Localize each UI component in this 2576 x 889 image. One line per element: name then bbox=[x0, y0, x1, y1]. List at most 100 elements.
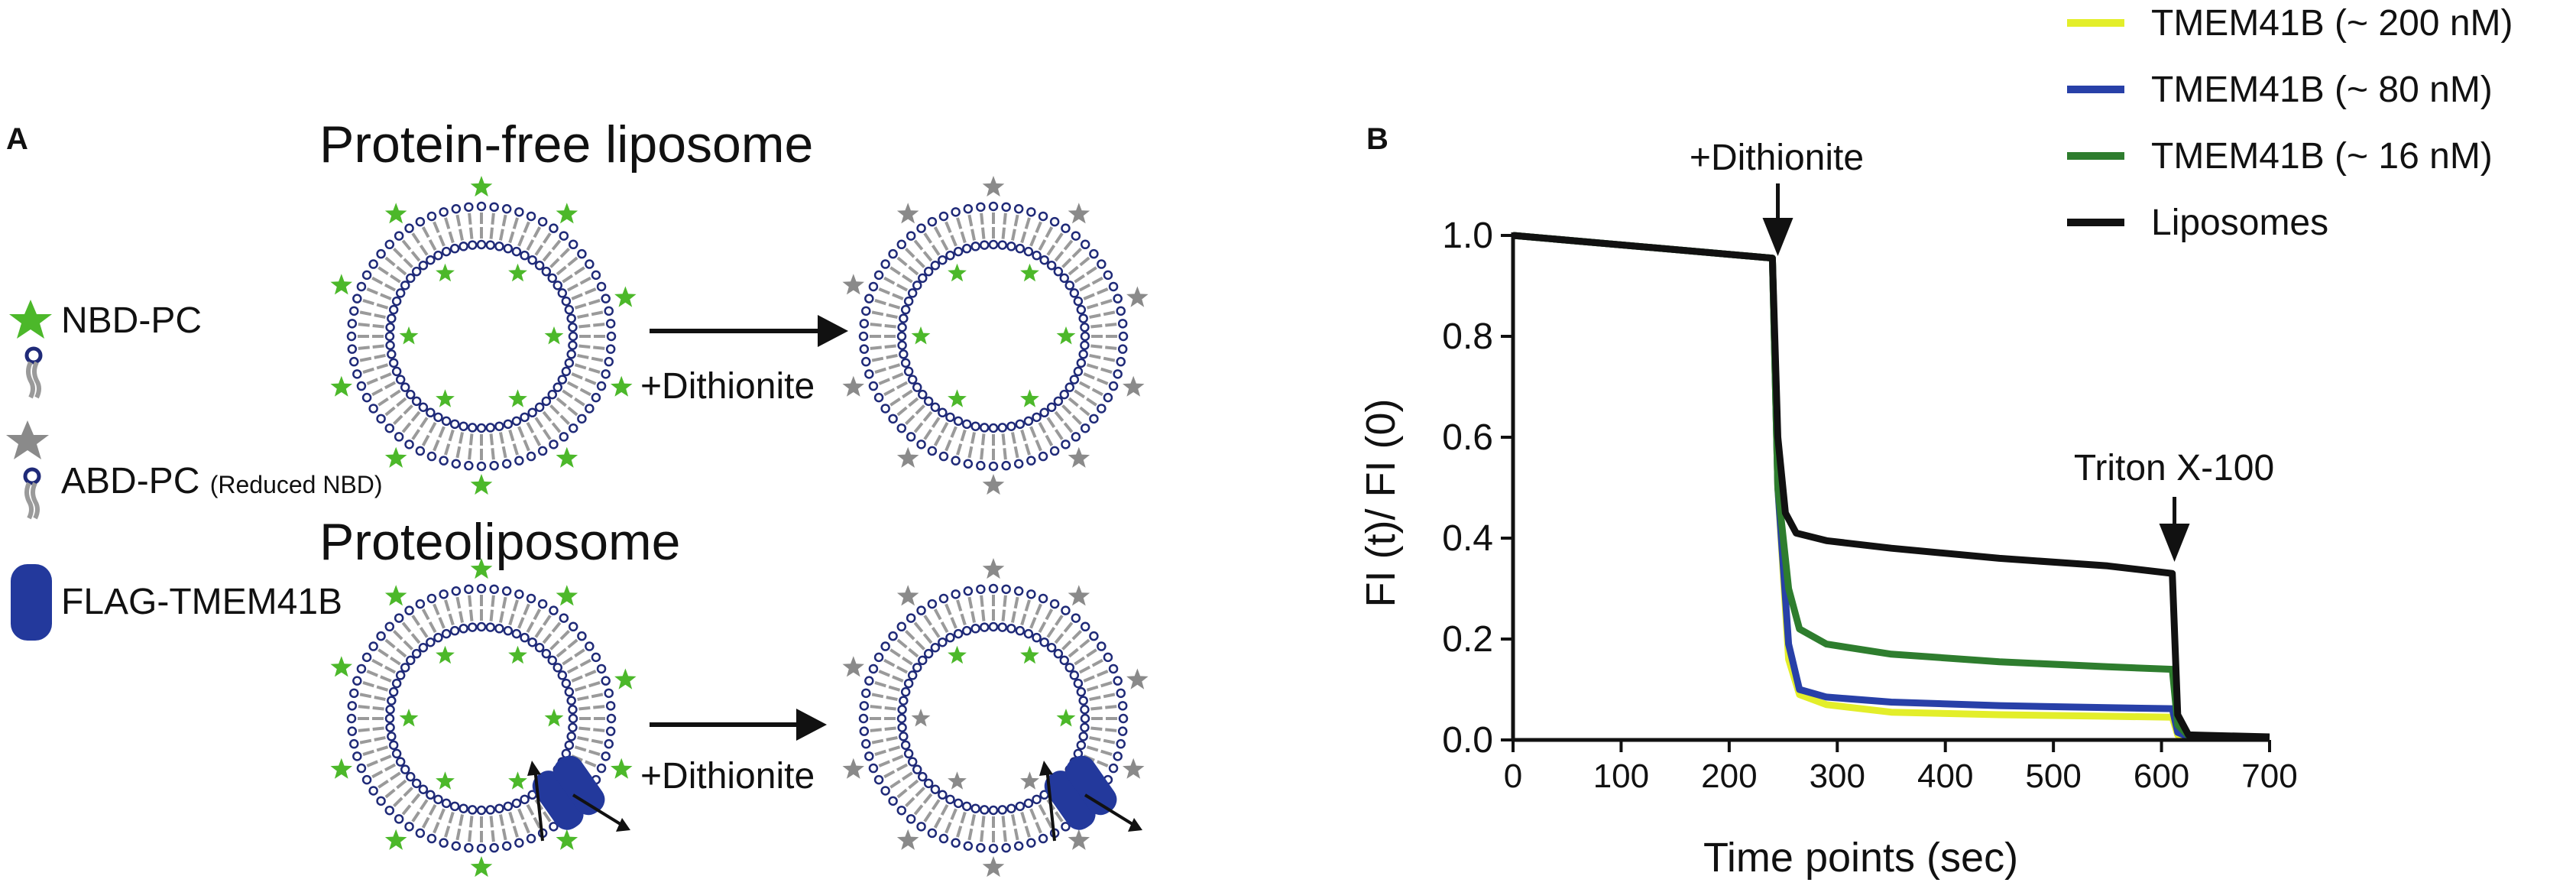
legend-abd-name: ABD-PC bbox=[61, 461, 200, 501]
x-tick-label: 200 bbox=[1701, 758, 1757, 795]
y-tick-label: 0.8 bbox=[1442, 316, 1493, 357]
proteoliposome-before bbox=[330, 558, 637, 878]
legend-entry: TMEM41B (~ 200 nM) bbox=[2151, 3, 2513, 44]
tmem41b-protein bbox=[532, 755, 605, 830]
y-axis-label: FI (t)/ FI (0) bbox=[1358, 399, 1404, 608]
lipid-star bbox=[1020, 771, 1039, 790]
lipid-star bbox=[948, 645, 967, 664]
series-line-liposomes bbox=[1512, 232, 2270, 741]
y-tick-label: 0.4 bbox=[1442, 518, 1493, 559]
lipid-star bbox=[384, 829, 407, 850]
lipid-star bbox=[1068, 829, 1090, 850]
lipid-star bbox=[436, 645, 455, 664]
lipid-star bbox=[842, 656, 864, 677]
triton-annotation: Triton X-100 bbox=[2074, 448, 2274, 488]
lipid-star bbox=[948, 389, 967, 407]
legend-flag-label: FLAG-TMEM41B bbox=[61, 582, 343, 622]
legend-flag-tmem41b-icon bbox=[11, 564, 52, 641]
lipid-star bbox=[982, 558, 1005, 579]
lipid-star bbox=[911, 326, 931, 345]
legend-abd-icon bbox=[6, 420, 49, 520]
lipid-star bbox=[614, 668, 637, 689]
liposome-protein-free-after bbox=[842, 176, 1149, 495]
lipid-star bbox=[611, 758, 633, 779]
lipid-star bbox=[1068, 203, 1090, 224]
lipid-star bbox=[556, 203, 578, 224]
lipid-star bbox=[1068, 585, 1090, 606]
lipid-star bbox=[842, 375, 864, 397]
lipid-star bbox=[436, 771, 455, 790]
lipid-star bbox=[384, 203, 407, 224]
x-tick-label: 600 bbox=[2134, 758, 2189, 795]
lipid-star bbox=[544, 326, 564, 345]
lipid-star bbox=[330, 656, 352, 677]
lipid-star bbox=[1123, 375, 1145, 397]
lipid-star bbox=[948, 263, 967, 282]
legend-nbd-icon bbox=[9, 300, 52, 399]
lipid-star bbox=[1020, 263, 1039, 282]
lipid-star bbox=[508, 771, 527, 790]
dithionite-arrow-top bbox=[650, 315, 848, 347]
legend-abd-note: (Reduced NBD) bbox=[209, 471, 383, 498]
series-line-tmem41b-16-nm- bbox=[1512, 232, 2270, 741]
lipid-star bbox=[896, 203, 919, 224]
lipid-star bbox=[896, 585, 919, 606]
lipid-star bbox=[611, 375, 633, 397]
lipid-star bbox=[399, 709, 419, 727]
liposome-protein-free-before bbox=[330, 176, 637, 495]
lipid-star bbox=[948, 771, 967, 790]
lipid-star bbox=[556, 585, 578, 606]
legend-abd-label: ABD-PC (Reduced NBD) bbox=[61, 460, 383, 502]
y-tick-label: 1.0 bbox=[1442, 216, 1493, 256]
panel-b-letter: B bbox=[1366, 122, 1388, 156]
abd-star-icon bbox=[6, 420, 49, 459]
lipid-star bbox=[982, 474, 1005, 495]
arrow-label-bottom: +Dithionite bbox=[640, 756, 815, 797]
proteoliposome-title: Proteoliposome bbox=[319, 513, 681, 571]
lipid-star bbox=[842, 758, 864, 779]
y-tick-label: 0.0 bbox=[1442, 720, 1493, 761]
panel-a-letter: A bbox=[6, 122, 28, 156]
lipid-star bbox=[1020, 645, 1039, 664]
lipid-star bbox=[384, 585, 407, 606]
lipid-star bbox=[911, 709, 931, 727]
lipid-star bbox=[614, 286, 637, 307]
lipid-star bbox=[544, 709, 564, 727]
lipid-star bbox=[508, 645, 527, 664]
lipid-star bbox=[330, 375, 352, 397]
lipid-star bbox=[1068, 446, 1090, 468]
lipid-star bbox=[330, 758, 352, 779]
lipid-star bbox=[1020, 389, 1039, 407]
lipid-star bbox=[1056, 709, 1076, 727]
x-tick-label: 500 bbox=[2025, 758, 2081, 795]
lipid-star bbox=[436, 263, 455, 282]
legend-entry: Liposomes bbox=[2151, 203, 2328, 243]
lipid-star bbox=[384, 446, 407, 468]
lipid-star bbox=[982, 176, 1005, 197]
lipid-star bbox=[436, 389, 455, 407]
arrow-label-top: +Dithionite bbox=[640, 366, 815, 407]
protein-free-liposome-title: Protein-free liposome bbox=[319, 115, 814, 174]
lipid-star bbox=[470, 856, 493, 878]
lipid-star bbox=[399, 326, 419, 345]
x-tick-label: 400 bbox=[1917, 758, 1973, 795]
lipid-star bbox=[508, 389, 527, 407]
legend-entry: TMEM41B (~ 80 nM) bbox=[2151, 70, 2493, 110]
x-tick-label: 0 bbox=[1504, 758, 1522, 795]
lipid-star bbox=[982, 856, 1005, 878]
lipid-star bbox=[896, 446, 919, 468]
proteoliposome-after bbox=[842, 558, 1149, 878]
lipid-star bbox=[896, 829, 919, 850]
lipid-star bbox=[1126, 286, 1149, 307]
legend-entry: TMEM41B (~ 16 nM) bbox=[2151, 136, 2493, 177]
lipid-star bbox=[330, 274, 352, 295]
lipid-star bbox=[842, 274, 864, 295]
lipid-star bbox=[556, 446, 578, 468]
lipid-star bbox=[470, 558, 493, 579]
legend-nbd-label: NBD-PC bbox=[61, 300, 203, 341]
y-tick-label: 0.6 bbox=[1442, 417, 1493, 458]
x-axis-label: Time points (sec) bbox=[1703, 835, 2018, 881]
lipid-star bbox=[1126, 668, 1149, 689]
